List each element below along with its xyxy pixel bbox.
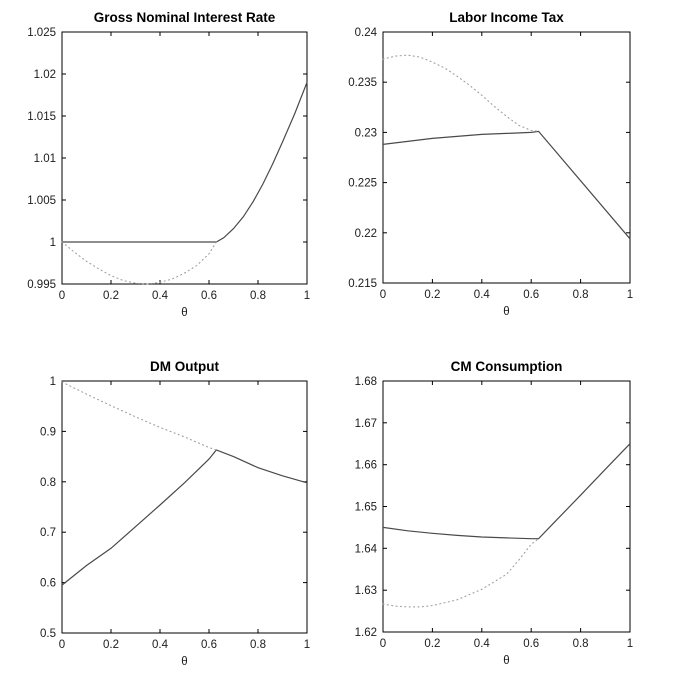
y-tick-label: 1.66 (355, 460, 377, 472)
y-tick-label: 0.6 (40, 578, 56, 590)
chart-cm-consumption: 0 0.2 0.4 0.6 0.8 1 1.62 1.63 1.64 1.65 1.66 1.67 1.… (355, 359, 634, 667)
y-tick-label: 1.015 (27, 111, 56, 123)
y-tick-label: 0.8 (40, 477, 56, 489)
x-tick-label: 0.2 (103, 290, 119, 302)
x-tick-label: 0 (59, 290, 65, 302)
x-tick-label: 0.8 (250, 639, 266, 651)
chart-title: Gross Nominal Interest Rate (94, 10, 276, 25)
panel-labor-income-tax: 0 0.2 0.4 0.6 0.8 1 0.215 0.22 0.225 0.23 0.235 0.2… (340, 0, 680, 349)
chart-labor-income-tax: 0 0.2 0.4 0.6 0.8 1 0.215 0.22 0.225 0.23 0.235 0.2… (348, 10, 633, 318)
series-dotted-line (382, 54, 540, 132)
x-axis-label: θ (181, 307, 187, 319)
x-tick-label: 1 (304, 290, 310, 302)
y-tick-label: 1 (50, 376, 56, 388)
axis-box (61, 31, 308, 285)
y-tick-label: 1.65 (355, 502, 377, 514)
x-tick-label: 0.2 (103, 639, 119, 651)
y-tick-label: 1.68 (355, 376, 377, 388)
x-tick-label: 0 (380, 289, 386, 301)
x-tick-label: 0 (380, 638, 386, 650)
chart-gross-nominal-interest-rate: 0 0.2 0.4 0.6 0.8 1 0.995 1 1.005 1.01 1.015 1.02 1.… (27, 10, 310, 319)
chart-title: CM Consumption (451, 359, 563, 374)
x-tick-label: 1 (627, 638, 633, 650)
x-tick-label: 0.4 (474, 289, 491, 301)
series-solid-line (62, 82, 308, 243)
x-tick-label: 0.2 (424, 289, 440, 301)
y-tick-label: 0.995 (27, 279, 56, 291)
chart-title: DM Output (150, 359, 219, 374)
x-tick-label: 0.2 (424, 638, 440, 650)
x-axis-label: θ (181, 656, 187, 668)
panel-dm-output: 0 0.2 0.4 0.6 0.8 1 0.5 0.6 0.7 0.8 0.9 1 DM Output θ (0, 349, 340, 698)
x-axis-label: θ (503, 655, 509, 667)
x-tick-label: 0 (59, 639, 65, 651)
y-tick-label: 0.24 (355, 27, 378, 39)
y-tick-label: 0.23 (355, 127, 377, 139)
y-tick-label: 1.025 (27, 27, 56, 39)
y-tick-label: 1.62 (355, 627, 377, 639)
y-tick-label: 1.01 (34, 153, 56, 165)
series-solid-line (382, 130, 631, 240)
x-tick-label: 0.4 (474, 638, 491, 650)
y-tick-label: 0.225 (348, 178, 377, 190)
panel-gross-nominal-interest-rate: 0 0.2 0.4 0.6 0.8 1 0.995 1 1.005 1.01 1.015 1.02 1.… (0, 0, 340, 349)
x-tick-label: 0.4 (152, 290, 169, 302)
y-tick-label: 0.215 (348, 278, 377, 290)
panel-cm-consumption: 0 0.2 0.4 0.6 0.8 1 1.62 1.63 1.64 1.65 1.66 1.67 1.… (340, 349, 680, 698)
axis-box (382, 380, 631, 633)
axis-box (61, 380, 308, 634)
x-tick-label: 0.6 (523, 638, 539, 650)
y-tick-label: 1 (50, 237, 56, 249)
y-tick-label: 0.22 (355, 228, 377, 240)
series-dotted-line (61, 241, 217, 285)
y-tick-label: 1.005 (27, 195, 56, 207)
y-tick-label: 1.64 (355, 543, 378, 555)
y-tick-label: 0.9 (40, 426, 56, 438)
y-tick-label: 0.5 (40, 628, 56, 640)
x-tick-label: 1 (627, 289, 633, 301)
x-tick-label: 0.6 (201, 290, 217, 302)
series-solid-line (382, 443, 631, 540)
y-tick-label: 1.02 (34, 69, 56, 81)
series-solid-line (61, 449, 308, 586)
y-tick-label: 0.7 (40, 527, 56, 539)
y-tick-label: 1.63 (355, 585, 377, 597)
y-tick-label: 1.67 (355, 418, 377, 430)
x-tick-label: 0.8 (250, 290, 266, 302)
y-tick-label: 0.235 (348, 77, 377, 89)
series-dotted-line (382, 538, 540, 608)
chart-dm-output: 0 0.2 0.4 0.6 0.8 1 0.5 0.6 0.7 0.8 0.9 1 DM Output θ (40, 359, 310, 668)
chart-title: Labor Income Tax (449, 10, 564, 25)
x-tick-label: 0.8 (573, 638, 589, 650)
axis-box (382, 31, 631, 284)
x-tick-label: 0.6 (201, 639, 217, 651)
x-tick-label: 1 (304, 639, 310, 651)
x-axis-label: θ (503, 306, 509, 318)
x-tick-label: 0.4 (152, 639, 169, 651)
series-dotted-line (61, 381, 217, 451)
x-tick-label: 0.8 (573, 289, 589, 301)
x-tick-label: 0.6 (523, 289, 539, 301)
